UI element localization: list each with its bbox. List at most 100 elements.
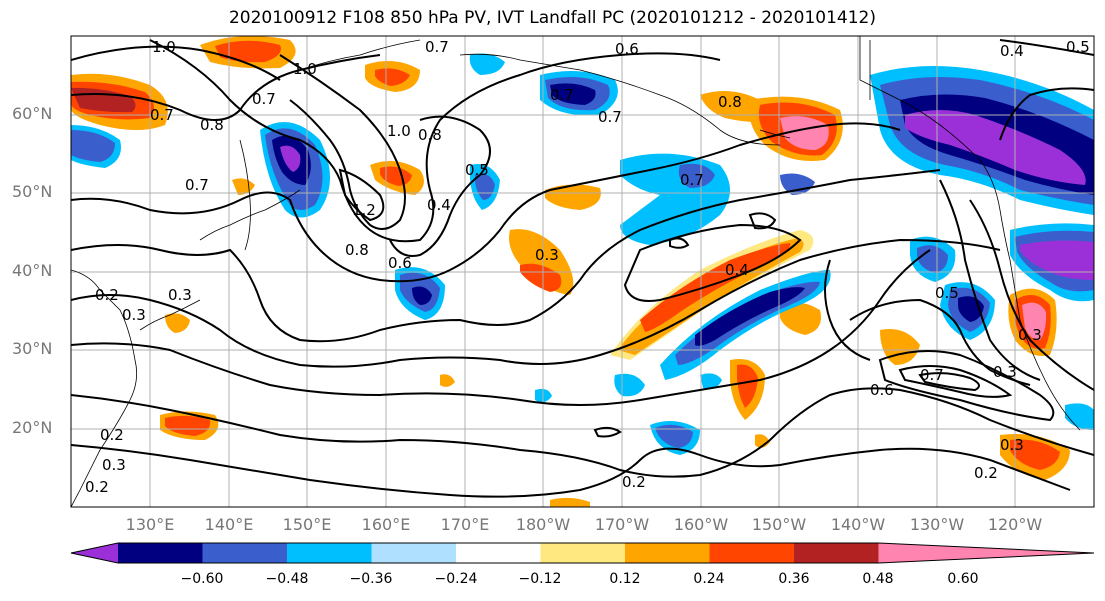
lon-label: 160°E <box>361 515 411 534</box>
colorbar-tick: −0.60 <box>180 571 224 587</box>
anomaly-patch <box>520 263 562 292</box>
contour-label: 0.6 <box>388 254 412 272</box>
colorbar-segment <box>625 543 710 563</box>
anomaly-patch <box>655 424 693 448</box>
anomaly-patch <box>545 184 601 210</box>
anomaly-patch <box>215 40 281 63</box>
contour-label: 0.5 <box>1066 38 1090 56</box>
colorbar-segment <box>287 543 372 563</box>
colorbar-tick: 0.48 <box>862 571 894 587</box>
anomaly-patch <box>71 130 115 162</box>
lat-label: 50°N <box>12 182 53 201</box>
lat-label: 40°N <box>12 261 53 280</box>
anomaly-patch <box>1022 302 1047 340</box>
anomaly-patch <box>737 364 758 408</box>
contour-label: 0.7 <box>185 176 209 194</box>
contour-label-layer: 1.0 1.0 0.7 0.6 0.4 0.5 0.7 0.8 0.7 0.8 … <box>85 38 1090 496</box>
contour-label: 0.8 <box>200 116 224 134</box>
contour-label: 1.0 <box>152 38 176 56</box>
lon-label: 130°E <box>125 515 175 534</box>
anomaly-patch <box>640 243 791 332</box>
colorbar-segment <box>540 543 626 563</box>
colorbar-tick: −0.36 <box>349 571 393 587</box>
anomaly-patch <box>440 374 455 387</box>
contour-label: 0.7 <box>680 171 704 189</box>
anomaly-patch <box>1020 240 1094 280</box>
anomaly-patch <box>700 373 722 389</box>
contour-label: 0.3 <box>1000 436 1024 454</box>
anomaly-patch <box>280 145 301 172</box>
coastlines <box>71 36 1081 507</box>
anomaly-patch <box>1065 403 1094 430</box>
contour-label: 0.2 <box>85 478 109 496</box>
colorbar-segments <box>70 542 1095 564</box>
colorbar-segment <box>456 543 541 563</box>
anomaly-patch <box>550 497 590 507</box>
contour-label: 0.5 <box>935 284 959 302</box>
contour-label: 1.0 <box>293 60 317 78</box>
colorbar-segment <box>118 543 203 563</box>
contour-label: 0.5 <box>465 161 489 179</box>
colorbar-segment <box>878 543 1094 563</box>
contour-label: 1.2 <box>352 201 376 219</box>
colorbar-tick: 0.60 <box>947 571 979 587</box>
lon-label: 120°W <box>987 515 1043 534</box>
contour-label: 0.7 <box>598 108 622 126</box>
anomaly-patch <box>917 245 948 273</box>
colorbar-segment <box>709 543 795 563</box>
contour-label: 0.8 <box>345 241 369 259</box>
contour-label: 0.7 <box>252 90 276 108</box>
contour-label: 0.3 <box>993 363 1017 381</box>
anomaly-patch <box>165 313 190 333</box>
lon-label: 170°E <box>440 515 490 534</box>
anomaly-patch <box>375 68 410 86</box>
colorbar-segment <box>202 543 288 563</box>
anomaly-patch <box>165 415 211 436</box>
lon-label: 140°W <box>830 515 886 534</box>
contour-label: 0.4 <box>1000 42 1024 60</box>
lon-label: 130°W <box>909 515 965 534</box>
contour-label: 0.3 <box>122 306 146 324</box>
contour-label: 0.6 <box>870 381 894 399</box>
contour-label: 0.8 <box>418 126 442 144</box>
lon-label: 140°E <box>204 515 254 534</box>
anomaly-patch <box>780 173 815 195</box>
shaded-anomalies <box>71 36 1094 507</box>
anomaly-patch <box>678 163 715 188</box>
map-title: 2020100912 F108 850 hPa PV, IVT Landfall… <box>228 8 876 28</box>
lat-label: 30°N <box>12 339 53 358</box>
pv-contours <box>71 39 1094 498</box>
anomaly-patch <box>412 286 432 305</box>
contour-label: 0.7 <box>920 366 944 384</box>
colorbar-segment <box>371 543 457 563</box>
graticule <box>71 36 1094 507</box>
anomaly-patch <box>1010 439 1060 470</box>
lat-label: 60°N <box>12 104 53 123</box>
anomaly-patch <box>469 53 505 75</box>
contour-label: 0.8 <box>718 93 742 111</box>
contour-label: 0.4 <box>427 196 451 214</box>
contour-label: 0.3 <box>1018 326 1042 344</box>
anomaly-patch <box>695 287 805 346</box>
contour-label: 1.0 <box>387 122 411 140</box>
colorbar-tick: −0.48 <box>265 571 309 587</box>
lon-label: 150°W <box>751 515 807 534</box>
lon-label: 180°W <box>515 515 571 534</box>
contour-label: 0.2 <box>622 473 646 491</box>
contour-label: 0.7 <box>425 38 449 56</box>
anomaly-patch <box>755 434 770 448</box>
colorbar-segment <box>794 543 879 563</box>
colorbar-segment <box>71 543 118 563</box>
anomaly-patch <box>780 302 821 335</box>
contour-label: 0.3 <box>168 286 192 304</box>
anomaly-patch <box>905 110 1086 185</box>
contour-label: 0.7 <box>550 86 574 104</box>
anomaly-patch <box>550 83 596 105</box>
colorbar-tick: 0.12 <box>609 571 641 587</box>
map-frame <box>70 35 1095 508</box>
colorbar-tick: −0.24 <box>434 571 478 587</box>
colorbar-tick: 0.36 <box>778 571 810 587</box>
colorbar-outline <box>70 542 1095 564</box>
